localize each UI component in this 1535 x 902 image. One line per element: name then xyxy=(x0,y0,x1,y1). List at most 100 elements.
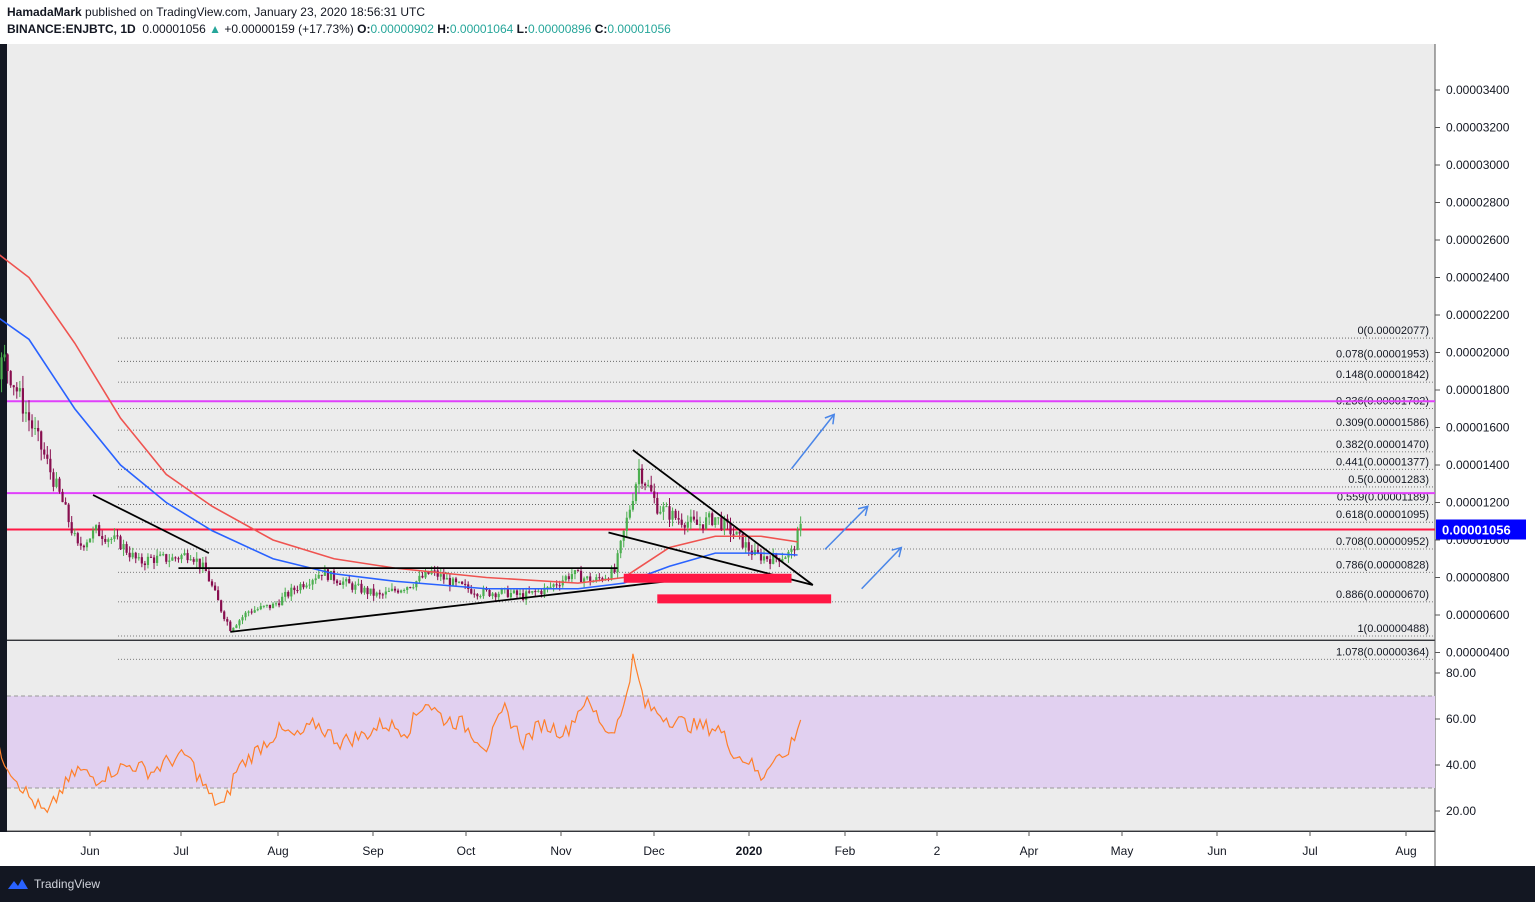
x-tick-label: Jun xyxy=(1207,844,1226,858)
rsi-band xyxy=(7,696,1435,788)
candle-body xyxy=(262,605,265,607)
candle-body xyxy=(421,575,424,578)
candle-body xyxy=(714,517,717,526)
open-value: 0.00000902 xyxy=(370,22,434,36)
chart-canvas[interactable]: 0.00003400 0.00003200 0.00003000 0.00002800… xyxy=(0,44,1535,866)
candle-body xyxy=(348,579,351,584)
candle-body xyxy=(796,530,799,551)
candle-body xyxy=(342,581,345,585)
candle-body xyxy=(332,570,336,581)
symbol-title[interactable]: BINANCE:ENJBTC, 1D xyxy=(7,22,136,36)
candle-body xyxy=(491,593,494,597)
candle-body xyxy=(400,590,403,593)
candle-body xyxy=(88,538,92,543)
candle-body xyxy=(107,539,110,542)
candle-body xyxy=(61,491,64,503)
y-tick-label: 0.00000600 xyxy=(1446,608,1510,622)
candle-body xyxy=(34,428,37,430)
candle-body xyxy=(537,590,540,592)
ohlc-line: BINANCE:ENJBTC, 1D 0.00001056 ▲ +0.00000… xyxy=(7,22,671,36)
fib-level-label: 0.786(0.00000828) xyxy=(1336,559,1429,571)
candle-body xyxy=(183,553,186,556)
trendline-jul-aug xyxy=(92,494,210,554)
target-arrow-2 xyxy=(824,505,869,550)
tradingview-logo-icon[interactable] xyxy=(6,876,30,892)
candle-body xyxy=(756,549,760,553)
fib-level-label: 0.886(0.00000670) xyxy=(1336,589,1429,601)
candle-body xyxy=(586,576,589,579)
candle-body xyxy=(46,454,49,459)
fib-level-label: 0.078(0.00001953) xyxy=(1336,348,1429,360)
candle-body xyxy=(525,591,528,600)
candle-body xyxy=(647,484,650,486)
candle-body xyxy=(583,578,586,583)
candle-body xyxy=(299,584,302,591)
chart-header: HamadaMark published on TradingView.com,… xyxy=(0,0,1535,44)
candle-body xyxy=(732,534,735,536)
candle-body xyxy=(311,580,314,585)
y-tick-label: 0.00001400 xyxy=(1446,458,1510,472)
candle-body xyxy=(662,506,665,512)
rsi-tick-label: 60.00 xyxy=(1446,712,1476,726)
low-value: 0.00000896 xyxy=(527,22,592,36)
candle-body xyxy=(241,617,244,621)
candle-body xyxy=(253,610,256,613)
candle-body xyxy=(192,559,195,562)
candle-body xyxy=(738,531,741,534)
author-name[interactable]: HamadaMark xyxy=(7,5,82,19)
candle-body xyxy=(500,588,503,594)
candle-body xyxy=(0,357,3,380)
candle-body xyxy=(567,576,570,580)
ema-slow-line xyxy=(0,254,798,584)
candle-body xyxy=(70,522,73,534)
y-tick-label: 0.00002400 xyxy=(1446,271,1510,285)
candle-body xyxy=(335,580,339,584)
candle-body xyxy=(775,553,778,559)
y-tick-label: 0.00001800 xyxy=(1446,383,1510,397)
candle-body xyxy=(79,543,82,546)
candle-body xyxy=(49,458,52,473)
candle-body xyxy=(555,584,558,586)
tradingview-brand[interactable]: TradingView xyxy=(34,877,101,891)
candle-body xyxy=(268,604,272,609)
candle-body xyxy=(509,593,512,598)
candle-body xyxy=(165,554,168,562)
candle-body xyxy=(305,585,308,588)
candle-body xyxy=(387,590,390,592)
candle-body xyxy=(113,535,116,539)
candle-body xyxy=(393,588,397,591)
candle-body xyxy=(140,557,143,564)
candle-body xyxy=(717,517,720,519)
candle-body xyxy=(415,581,418,588)
candle-body xyxy=(433,570,436,572)
candle-body xyxy=(265,604,268,606)
candle-body xyxy=(708,513,711,518)
candle-body xyxy=(73,533,76,535)
candle-body xyxy=(40,431,43,450)
candle-body xyxy=(762,556,766,561)
target-arrow-3-head xyxy=(891,546,903,558)
candle-body xyxy=(119,536,122,550)
candle-body xyxy=(552,584,555,587)
candle-body xyxy=(564,576,567,581)
candle-body xyxy=(610,568,613,580)
candle-body xyxy=(198,558,201,569)
candle-body xyxy=(37,428,40,432)
candle-body xyxy=(650,484,653,492)
candle-body xyxy=(723,518,726,530)
candle-body xyxy=(543,587,546,595)
x-tick-label: Nov xyxy=(550,844,571,858)
candle-body xyxy=(6,354,9,372)
candle-body xyxy=(232,627,235,631)
candle-body xyxy=(409,587,412,589)
candle-body xyxy=(637,468,641,485)
candle-body xyxy=(412,587,415,589)
candle-body xyxy=(680,519,683,525)
candle-body xyxy=(247,611,250,613)
candle-body xyxy=(369,588,372,595)
candle-body xyxy=(323,569,326,576)
candle-body xyxy=(314,578,317,581)
candle-body xyxy=(152,557,156,563)
candle-body xyxy=(628,509,631,518)
candle-body xyxy=(546,586,549,588)
